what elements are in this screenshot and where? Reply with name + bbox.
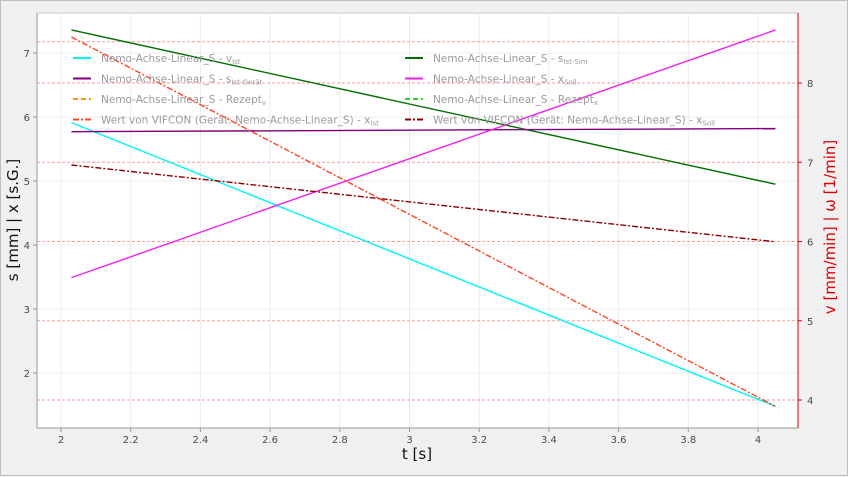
- legend: Nemo-Achse-Linear_S - vIst Nemo-Achse-Lin…: [73, 53, 715, 128]
- x-tick-label: 3: [406, 435, 412, 446]
- y-axis-left-label: s [mm] | x [s.G.]: [4, 159, 22, 281]
- x-tick-label: 3.2: [471, 435, 487, 446]
- series-lines: [71, 29, 776, 407]
- series-line-3: [71, 127, 776, 133]
- legend-label: Nemo-Achse-Linear_S - Rezeptx: [433, 94, 598, 107]
- legend-label: Nemo-Achse-Linear_S - sIst-Sim: [433, 53, 588, 66]
- y-right-tick-label: 5: [807, 317, 813, 328]
- reference-lines: [37, 41, 798, 401]
- x-tick-label: 3.6: [611, 435, 627, 446]
- y-right-tick-label: 4: [807, 396, 813, 407]
- legend-label: Nemo-Achse-Linear_S - xSoll: [433, 74, 577, 87]
- plot-area[interactable]: [36, 12, 799, 429]
- y-right-tick-label: 7: [807, 158, 813, 169]
- legend-label: Wert von VIFCON (Gerät: Nemo-Achse-Linea…: [101, 115, 379, 128]
- x-tick-label: 3.4: [541, 435, 557, 446]
- x-tick-label: 2.4: [192, 435, 208, 446]
- x-tick-label: 2.6: [262, 435, 278, 446]
- series-line-2: [71, 29, 776, 185]
- x-tick-label: 2: [58, 435, 64, 446]
- y-right-ticks: 4 5 6 7 8: [798, 79, 813, 407]
- y-right-tick-label: 6: [807, 238, 813, 249]
- x-tick-label: 4: [755, 435, 761, 446]
- series-line-7: [71, 36, 776, 407]
- legend-label: Nemo-Achse-Linear_S - Rezeptv: [101, 94, 266, 107]
- y-axis-right-label: v [mm/min] | ω [1/min]: [821, 140, 839, 314]
- x-tick-label: 2.8: [332, 435, 348, 446]
- series-line-4: [71, 29, 776, 279]
- axes: [36, 13, 799, 429]
- x-tick-label: 3.8: [680, 435, 696, 446]
- y-left-tick-label: 5: [24, 177, 30, 188]
- series-line-8: [71, 164, 776, 243]
- y-left-tick-label: 3: [24, 305, 30, 316]
- y-left-tick-label: 2: [24, 369, 30, 380]
- x-ticks: 2 2.2 2.4 2.6 2.8 3 3.2 3.4 3.6 3.8 4: [58, 428, 761, 446]
- y-left-tick-label: 6: [24, 113, 30, 124]
- legend-label: Wert von VIFCON (Gerät: Nemo-Achse-Linea…: [433, 115, 715, 128]
- x-axis-label: t [s]: [402, 445, 432, 463]
- y-left-tick-label: 7: [24, 49, 30, 60]
- y-right-tick-label: 8: [807, 79, 813, 90]
- y-left-tick-label: 4: [24, 241, 30, 252]
- series-line-1: [71, 121, 776, 407]
- y-left-ticks: 2 3 4 5 6 7: [24, 49, 37, 380]
- legend-label: Nemo-Achse-Linear_S - vIst: [101, 53, 241, 66]
- x-tick-label: 2.2: [123, 435, 139, 446]
- legend-label: Nemo-Achse-Linear_S - sIst-Gerät: [101, 74, 262, 87]
